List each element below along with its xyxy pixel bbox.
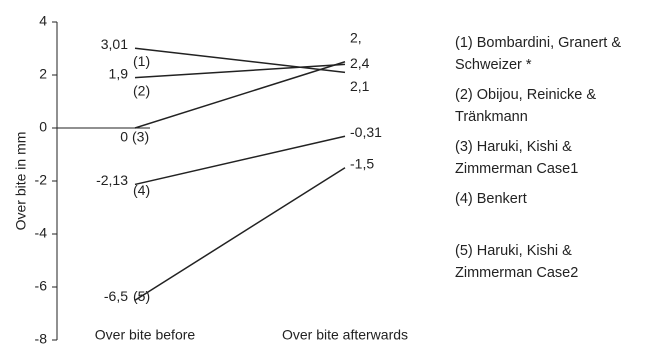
y-tick-label: 4	[39, 13, 47, 29]
value-label: -0,31	[350, 124, 382, 140]
legend-entry: (2) Obijou, Reinicke & Tränkmann	[455, 87, 597, 125]
series-marker: (2)	[133, 82, 150, 98]
series-line	[134, 61, 346, 129]
legend-entry: (4) Benkert	[455, 191, 527, 207]
value-label: -1,5	[350, 155, 374, 171]
series-line	[134, 167, 346, 301]
series-line	[134, 47, 346, 74]
series-marker: (3)	[132, 129, 149, 145]
value-label: 1,9	[109, 65, 129, 81]
y-tick-label: -6	[35, 278, 48, 294]
legend-entry: (1) Bombardini, Granert & Schweizer *	[455, 35, 622, 73]
value-label: 3,01	[101, 36, 128, 52]
series-line	[134, 63, 346, 79]
y-axis-title: Over bite in mm	[13, 132, 29, 231]
value-label: 2,4	[350, 55, 370, 71]
series-marker: (1)	[133, 53, 150, 69]
value-label: -2,13	[96, 172, 128, 188]
y-tick-label: 0	[39, 119, 47, 135]
legend-entry: (5) Haruki, Kishi & Zimmerman Case2	[455, 243, 579, 281]
y-tick-label: -2	[35, 172, 48, 188]
series-marker: (4)	[133, 182, 150, 198]
y-tick-label: 2	[39, 66, 47, 82]
value-label: 0	[120, 129, 128, 145]
x-tick-label: Over bite afterwards	[282, 327, 408, 343]
y-tick-label: -8	[35, 331, 48, 347]
x-tick-label: Over bite before	[95, 327, 196, 343]
legend-entry: (3) Haruki, Kishi & Zimmerman Case1	[455, 139, 579, 177]
series-line	[134, 135, 346, 186]
value-label: 2,1	[350, 78, 370, 94]
y-tick-label: -4	[35, 225, 48, 241]
value-label: 2,	[350, 29, 362, 45]
value-label: -6,5	[104, 288, 128, 304]
series-marker: (5)	[133, 288, 150, 304]
